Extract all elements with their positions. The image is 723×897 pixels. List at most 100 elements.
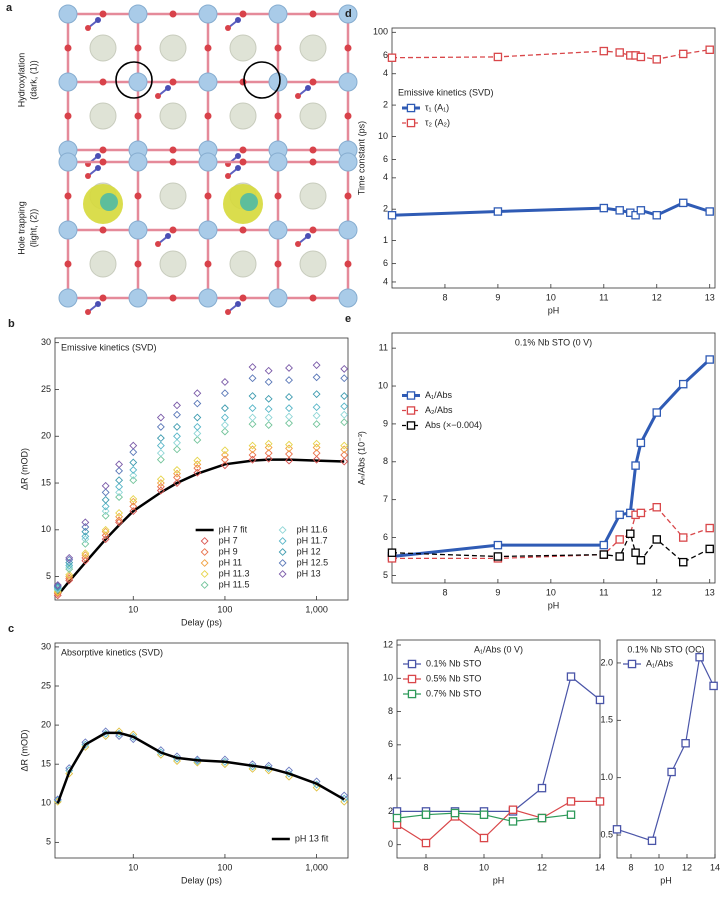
legend-swatch [200, 559, 209, 567]
hydroxyl [225, 309, 231, 315]
marker [248, 441, 257, 450]
marker [193, 389, 202, 398]
atom [338, 288, 358, 308]
chart-title: A₁/Abs (0 V) [474, 644, 523, 654]
marker [129, 471, 138, 480]
legend-label: pH 12.5 [297, 557, 329, 567]
marker [695, 652, 704, 662]
marker [173, 401, 181, 410]
marker [129, 502, 138, 511]
marker [156, 434, 165, 443]
marker [647, 836, 657, 846]
y-tick-label: 7 [383, 494, 388, 504]
marker [626, 529, 635, 539]
marker [129, 448, 138, 457]
oxygen [64, 44, 72, 52]
cation [159, 182, 187, 210]
legend-swatch [278, 570, 287, 578]
hydroxyl [305, 233, 311, 239]
marker [340, 374, 349, 383]
marker [631, 548, 640, 557]
hydroxyl [85, 25, 91, 31]
oxygen [169, 78, 177, 86]
plot-frame [391, 332, 716, 584]
cation [89, 102, 117, 130]
marker [508, 817, 518, 826]
hydroxyl [235, 301, 241, 307]
oxygen [169, 146, 177, 154]
hydroxyl [85, 173, 91, 179]
legend-label: A₂/Abs [425, 405, 453, 415]
marker [479, 810, 489, 819]
oxygen [239, 78, 247, 86]
atom [128, 152, 148, 172]
cation [299, 102, 327, 130]
chart-title: 0.1% Nb STO (OC) [627, 644, 704, 654]
legend-swatch [278, 537, 287, 545]
marker [595, 797, 605, 806]
series-line [392, 506, 710, 560]
hydroxyl [235, 165, 241, 171]
series-line [616, 655, 715, 842]
marker [678, 49, 688, 59]
plot-frame [391, 27, 716, 289]
marker [479, 833, 489, 843]
chart-title: 0.1% Nb STO (0 V) [515, 337, 592, 347]
y-tick-label: 5 [46, 837, 51, 847]
hydroxyl [95, 165, 101, 171]
panel-a-label: Hole trapping [16, 201, 26, 255]
marker [652, 210, 662, 220]
marker [312, 373, 321, 382]
hydroxyl [95, 301, 101, 307]
marker [340, 797, 349, 806]
legend-label: pH 11.5 [219, 579, 250, 589]
marker [221, 446, 229, 455]
marker [264, 366, 273, 375]
marker [285, 456, 293, 465]
marker [81, 527, 90, 536]
marker [285, 412, 293, 421]
marker [248, 445, 257, 454]
marker [615, 552, 624, 561]
marker [115, 516, 124, 525]
atom [128, 220, 148, 240]
atom [198, 220, 218, 240]
legend-swatch [200, 548, 209, 556]
marker [115, 476, 124, 485]
oxygen [309, 146, 317, 154]
cation [229, 34, 257, 62]
marker [156, 413, 165, 422]
legend: A₁/Abs [623, 658, 674, 668]
y-tick-label: 10 [41, 798, 51, 808]
x-tick-label: 8 [442, 292, 447, 302]
marker [421, 810, 431, 819]
marker [248, 455, 257, 464]
marker [193, 460, 202, 469]
marker [599, 540, 609, 550]
marker [508, 805, 518, 814]
marker [705, 544, 714, 554]
y-tick-label: 100 [373, 27, 388, 37]
chart-scatter: c 10 100 1,000 5 10 15 20 25 30 Delay (ps) ΔR (mOD)… [8, 623, 349, 885]
x-tick-label: 14 [710, 862, 720, 872]
cation [229, 102, 257, 130]
marker [285, 376, 293, 385]
marker [129, 465, 138, 474]
marker [678, 557, 688, 567]
marker [248, 451, 257, 459]
oxygen [344, 260, 352, 268]
oxygen [239, 158, 247, 166]
legend-label: pH 11.3 [219, 568, 250, 578]
marker [173, 479, 181, 487]
y-tick-label: 25 [41, 384, 51, 394]
marker [129, 441, 138, 450]
marker [248, 392, 257, 400]
marker [156, 482, 165, 491]
marker [387, 548, 397, 557]
legend-label: 0.5% Nb STO [426, 673, 481, 683]
marker [53, 582, 62, 590]
oxygen [274, 260, 282, 268]
oxygen [99, 226, 107, 234]
